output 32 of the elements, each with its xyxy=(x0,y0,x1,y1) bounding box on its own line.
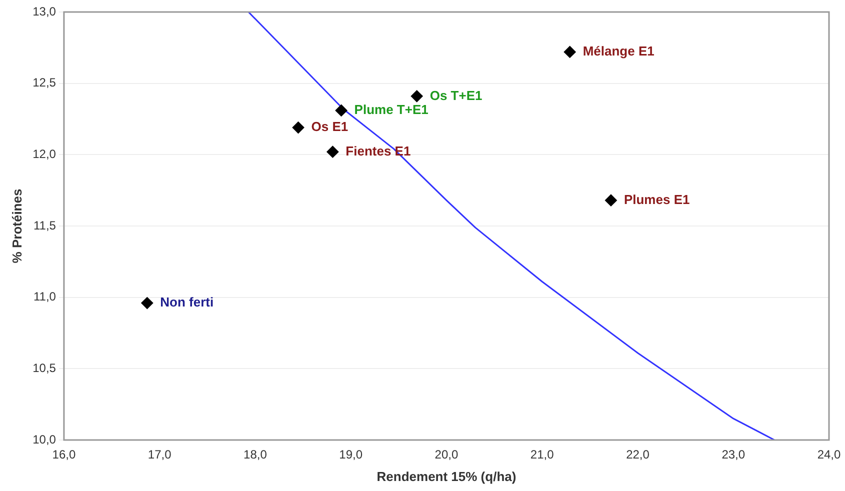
y-tick-label: 10,5 xyxy=(32,360,56,375)
point xyxy=(410,90,423,102)
x-tick-label: 20,0 xyxy=(434,448,458,462)
y-tick-label: 12,0 xyxy=(32,146,56,161)
x-tick-label: 22,0 xyxy=(626,448,650,462)
series-label: Mélange E1 xyxy=(582,44,654,59)
series-label: Os E1 xyxy=(311,119,348,134)
point xyxy=(326,146,339,158)
series-label: Os T+E1 xyxy=(430,88,482,103)
x-tick-label: 24,0 xyxy=(817,448,841,462)
y-tick-label: 10,0 xyxy=(32,432,56,446)
point xyxy=(335,104,348,116)
point xyxy=(604,194,617,206)
series-label: Plumes E1 xyxy=(624,192,690,207)
point xyxy=(564,46,576,58)
x-tick-label: 23,0 xyxy=(722,448,746,462)
x-tick-label: 19,0 xyxy=(339,448,363,462)
series-label: Plume T+E1 xyxy=(354,102,428,118)
x-tick-label: 21,0 xyxy=(530,448,554,462)
x-tick-label: 17,0 xyxy=(148,448,172,462)
series-label: Non ferti xyxy=(160,294,214,310)
x-axis-title: Rendement 15% (q/ha) xyxy=(376,468,516,484)
point xyxy=(141,297,154,310)
y-tick-label: 11,5 xyxy=(33,218,56,232)
point xyxy=(292,122,304,134)
y-tick-label: 12,5 xyxy=(32,76,56,90)
series-label: Fientes E1 xyxy=(346,143,411,158)
x-tick-label: 16,0 xyxy=(52,448,76,462)
x-tick-label: 18,0 xyxy=(244,448,268,462)
y-tick-label: 11,0 xyxy=(33,290,56,304)
y-axis-title: % Protéines xyxy=(9,188,24,264)
y-tick-label: 13,0 xyxy=(32,4,56,18)
